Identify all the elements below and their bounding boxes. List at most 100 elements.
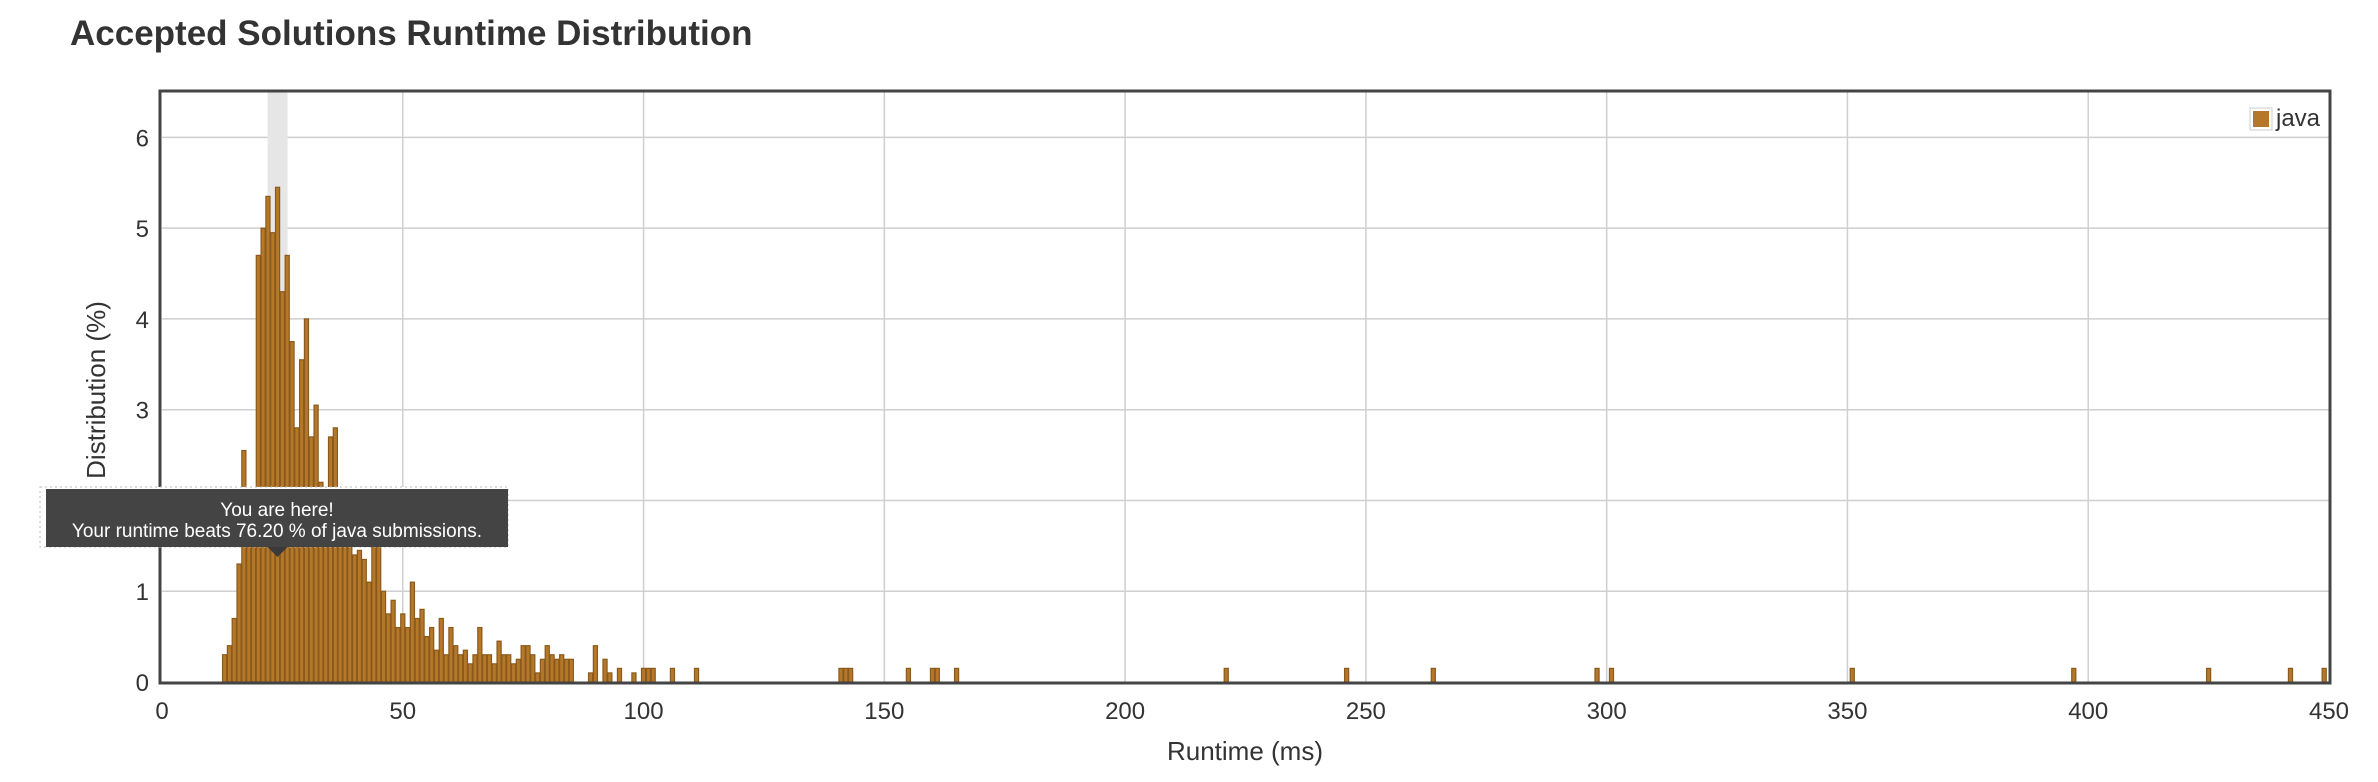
bar <box>414 617 420 683</box>
bar <box>501 654 507 683</box>
bar <box>602 658 608 683</box>
bar <box>385 613 391 683</box>
x-axis-ticks: 0 50 100 150 200 250 300 350 400 450 <box>155 698 2349 725</box>
bar <box>640 667 647 683</box>
bar <box>1849 667 1855 683</box>
bar <box>1608 667 1615 683</box>
bar <box>265 195 271 683</box>
plot-border <box>158 89 2332 685</box>
bar <box>337 545 343 683</box>
bar <box>929 667 936 683</box>
bar <box>631 672 637 683</box>
bar <box>534 672 541 683</box>
bar <box>404 626 411 683</box>
bar <box>563 658 570 683</box>
bar <box>294 427 300 683</box>
bar <box>255 254 261 683</box>
bar <box>669 667 676 683</box>
bar <box>424 636 430 683</box>
bar <box>1430 667 1436 683</box>
bar <box>510 663 517 683</box>
chart-title: Accepted Solutions Runtime Distribution <box>70 14 753 53</box>
y-tick-label: 4 <box>136 307 149 334</box>
bar <box>376 545 382 683</box>
bar <box>2071 667 2077 683</box>
bar <box>274 186 281 683</box>
bar <box>838 667 844 683</box>
bar <box>270 232 276 683</box>
bar <box>327 436 334 683</box>
bar <box>847 667 854 683</box>
bar <box>236 563 242 683</box>
bar <box>506 654 512 683</box>
bar <box>457 654 464 683</box>
bar <box>231 617 237 683</box>
x-tick-label: 0 <box>155 698 168 725</box>
bar <box>486 654 493 683</box>
bar <box>438 617 444 683</box>
tooltip-arrow <box>267 547 288 557</box>
bar <box>2321 667 2327 683</box>
bar <box>347 536 353 683</box>
bar <box>462 649 469 683</box>
bar <box>568 658 574 683</box>
tooltip: You are here! Your runtime beats 76.20 %… <box>39 486 509 557</box>
bar <box>645 667 652 683</box>
y-tick-label: 6 <box>136 125 149 152</box>
bar <box>395 626 401 683</box>
bar <box>1594 667 1600 683</box>
bar <box>467 663 473 683</box>
tooltip-line-2: Your runtime beats 76.20 % of java submi… <box>72 521 482 542</box>
bar <box>587 672 594 683</box>
bar <box>525 645 531 683</box>
bar <box>453 645 459 683</box>
bar <box>371 531 377 683</box>
bar <box>226 645 233 683</box>
x-tick-label: 50 <box>389 698 416 725</box>
bar <box>650 667 656 683</box>
x-tick-label: 150 <box>864 698 904 725</box>
x-tick-label: 250 <box>1346 698 1386 725</box>
bar <box>905 667 912 683</box>
bar <box>2205 667 2212 683</box>
bar <box>361 558 367 683</box>
bar <box>2287 667 2294 683</box>
bar <box>496 640 502 683</box>
bar <box>1223 667 1229 683</box>
bar <box>559 654 565 683</box>
bar <box>491 663 497 683</box>
bar <box>419 608 425 683</box>
bar <box>539 658 546 683</box>
bar <box>544 645 550 683</box>
legend-label-java: java <box>2275 105 2321 132</box>
bar <box>843 667 849 683</box>
x-tick-label: 200 <box>1105 698 1145 725</box>
bar <box>934 667 940 683</box>
bar <box>260 227 266 683</box>
bar <box>241 449 247 683</box>
bar <box>443 654 449 683</box>
y-tick-label: 3 <box>136 398 149 425</box>
bar <box>515 658 521 683</box>
x-axis-label: Runtime (ms) <box>1167 736 1323 766</box>
bar <box>400 613 406 683</box>
bar <box>284 254 290 683</box>
bar <box>607 672 613 683</box>
y-tick-label: 5 <box>136 216 149 243</box>
legend[interactable]: java <box>2249 105 2321 132</box>
tooltip-line-1: You are here! <box>220 500 333 521</box>
bar <box>429 626 435 683</box>
bar <box>409 581 416 683</box>
bar <box>308 436 314 683</box>
bar <box>477 626 483 683</box>
y-axis-ticks: 0123456 <box>136 125 149 697</box>
bar <box>356 549 363 683</box>
plot-area <box>160 91 2330 683</box>
x-tick-label: 450 <box>2309 698 2349 725</box>
bar <box>366 581 372 683</box>
bar <box>530 654 536 683</box>
bar <box>549 654 555 683</box>
bar <box>1343 667 1350 683</box>
bar <box>433 649 440 683</box>
